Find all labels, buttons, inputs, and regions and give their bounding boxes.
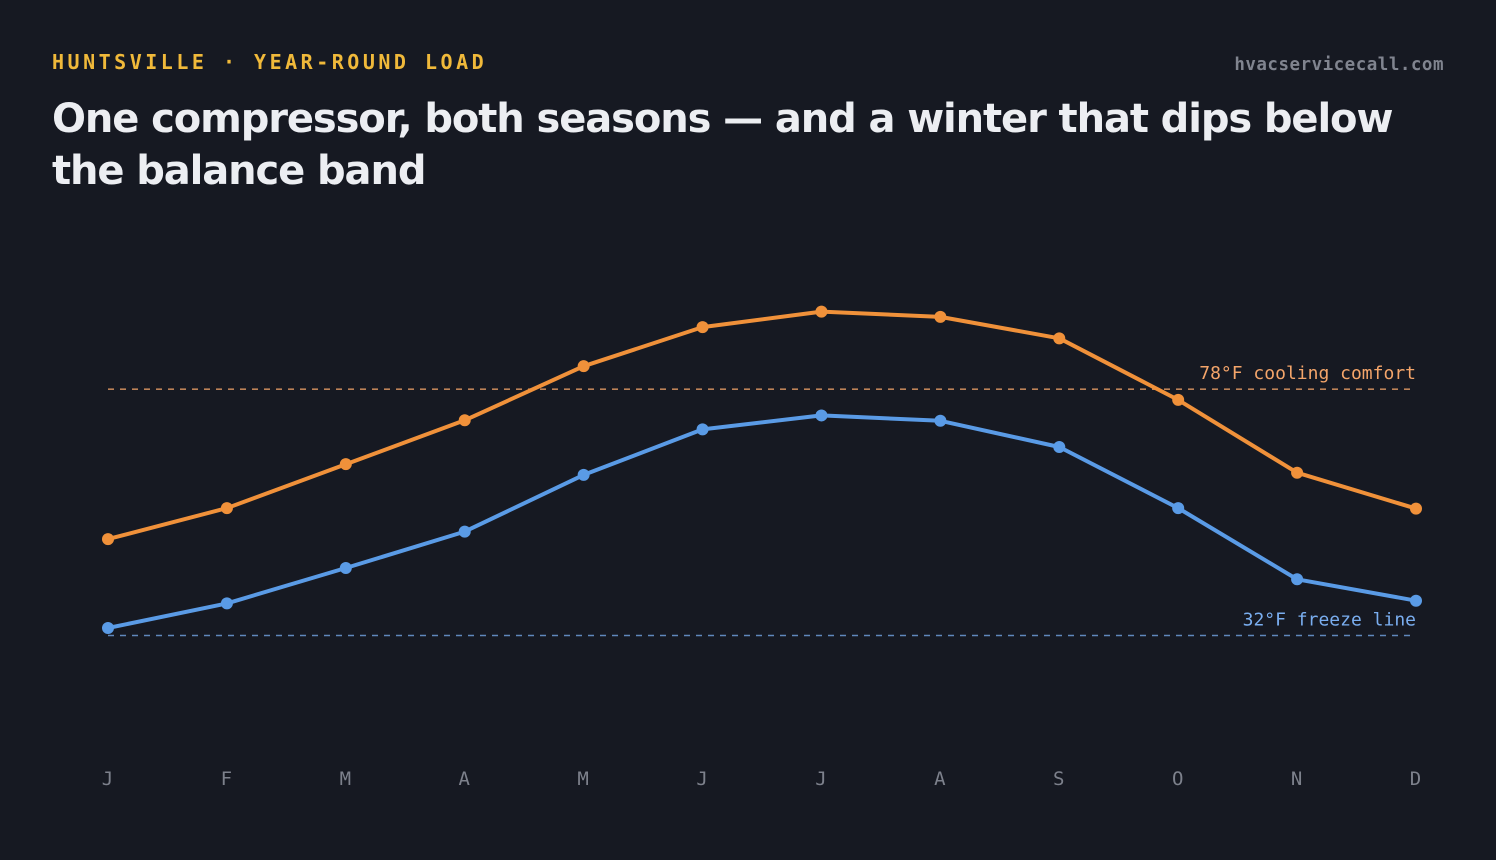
data-point-high	[458, 414, 471, 427]
data-point-low	[577, 468, 590, 481]
series-line-high	[106, 309, 1418, 542]
x-tick-label: O	[1172, 768, 1184, 790]
series-line-low	[106, 413, 1418, 630]
data-point-low	[1291, 573, 1304, 586]
chart-title: One compressor, both seasons — and a win…	[52, 96, 1393, 194]
series-points	[102, 305, 1422, 635]
x-tick-label: J	[696, 768, 708, 790]
data-point-low	[1053, 441, 1066, 454]
data-point-low	[220, 597, 233, 610]
x-tick-label: J	[815, 768, 827, 790]
data-point-low	[102, 622, 114, 635]
x-tick-label: A	[459, 768, 471, 790]
x-tick-label: A	[934, 768, 946, 790]
data-point-high	[220, 502, 233, 515]
data-point-high	[696, 321, 709, 334]
x-tick-label: M	[577, 768, 589, 790]
eyebrow-label: HUNTSVILLE · YEAR-ROUND LOAD	[52, 50, 488, 74]
data-point-high	[1291, 466, 1304, 479]
x-tick-label: D	[1410, 768, 1422, 790]
reference-lines: 78°F cooling comfort 32°F freeze line	[108, 363, 1416, 637]
data-point-low	[339, 562, 352, 575]
series-lines	[106, 309, 1418, 630]
x-tick-label: J	[102, 768, 114, 790]
data-point-high	[815, 305, 828, 318]
data-point-high	[102, 533, 114, 546]
x-tick-label: S	[1053, 768, 1065, 790]
x-tick-label: F	[221, 768, 233, 790]
data-point-high	[339, 458, 352, 471]
data-point-low	[815, 409, 828, 422]
data-point-high	[1172, 393, 1185, 406]
data-point-low	[1172, 502, 1185, 515]
data-point-low	[934, 414, 947, 427]
data-point-high	[1410, 502, 1422, 515]
x-tick-label: N	[1291, 768, 1303, 790]
data-point-high	[1053, 332, 1066, 345]
x-tick-label: M	[340, 768, 352, 790]
data-point-low	[1410, 594, 1422, 607]
site-url: hvacservicecall.com	[1234, 55, 1444, 75]
reference-label-1: 32°F freeze line	[1243, 610, 1416, 631]
data-point-low	[696, 423, 709, 436]
data-point-high	[577, 360, 590, 373]
data-point-low	[458, 525, 471, 538]
reference-label-0: 78°F cooling comfort	[1199, 363, 1416, 384]
data-point-high	[934, 310, 947, 323]
